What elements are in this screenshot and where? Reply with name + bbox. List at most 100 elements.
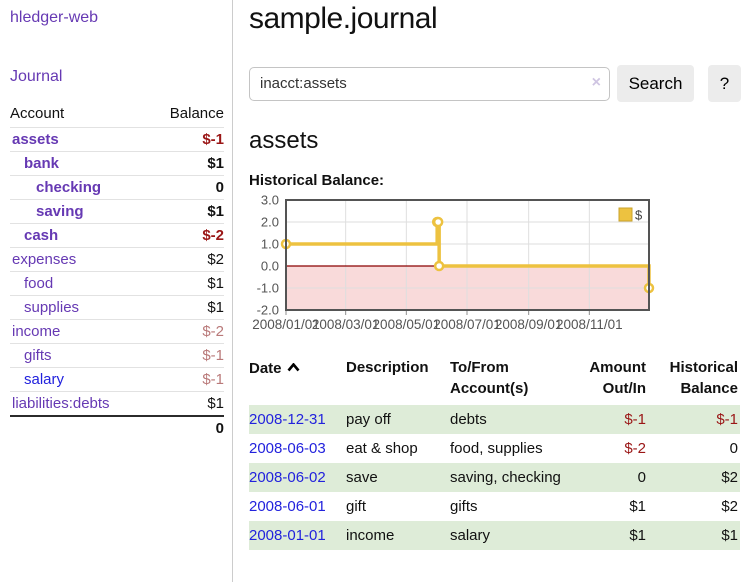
accounts-header-balance: Balance [169, 105, 224, 122]
transaction-accounts: saving, checking [450, 463, 576, 492]
data-point-marker [433, 260, 445, 272]
transaction-balance: $-1 [648, 405, 740, 434]
account-row: supplies $1 [10, 295, 224, 320]
x-tick-label: 2008/03/01 [312, 317, 380, 332]
account-balance: $-2 [148, 319, 224, 344]
transaction-date-link[interactable]: 2008-06-02 [249, 469, 326, 486]
account-row: income $-2 [10, 319, 224, 344]
account-row: food $1 [10, 271, 224, 296]
account-link-liabilities-debts[interactable]: liabilities:debts [12, 395, 110, 412]
account-row: checking 0 [10, 175, 224, 200]
register-row: 2008-06-02 save saving, checking 0 $2 [249, 463, 740, 492]
register-header-tofrom: To/From Account(s) [450, 359, 529, 397]
plot-border [285, 199, 650, 311]
transaction-description: pay off [346, 405, 450, 434]
transaction-balance: $2 [721, 498, 738, 515]
account-balance: $-1 [148, 127, 224, 152]
register-row: 2008-06-01 gift gifts $1 $2 [249, 492, 740, 521]
transaction-accounts: salary [450, 521, 576, 550]
historical-balance-chart: 3.0 2.0 1.0 0.0 -1.0 -2.0 2008/01/01 2008/03/01… [249, 194, 741, 340]
chart-title: Historical Balance: [249, 172, 385, 189]
transaction-date-link[interactable]: 2008-01-01 [249, 527, 326, 544]
transaction-accounts: gifts [450, 498, 478, 515]
y-tick-label: 0.0 [261, 259, 279, 274]
sidebar-nav: Journal [10, 68, 224, 86]
x-tick-label: 2008/11/01 [556, 317, 623, 332]
account-row: gifts $-1 [10, 343, 224, 368]
sidebar-item-journal[interactable]: Journal [10, 68, 63, 85]
clear-search-icon[interactable]: × [591, 73, 601, 91]
account-balance: $-2 [148, 223, 224, 248]
transaction-balance: $1 [648, 521, 740, 550]
search-input-wrap: × [249, 66, 610, 101]
transaction-accounts: debts [450, 405, 576, 434]
legend-swatch [618, 207, 633, 222]
account-heading: assets [249, 127, 319, 154]
account-link-income[interactable]: income [12, 323, 61, 340]
account-balance: $1 [148, 391, 224, 416]
register-header-row: Date Description To/From Account(s) Amou… [249, 355, 740, 405]
transaction-balance: 0 [729, 440, 738, 457]
account-link-cash[interactable]: cash [24, 227, 59, 244]
account-link-food[interactable]: food [24, 275, 54, 292]
account-balance: $-1 [148, 343, 224, 368]
transaction-date-link[interactable]: 2008-06-03 [249, 440, 326, 457]
account-link-saving[interactable]: saving [36, 203, 84, 220]
account-link-expenses[interactable]: expenses [12, 251, 77, 268]
account-link-bank[interactable]: bank [24, 155, 60, 172]
register-header-balance: Historical Balance [669, 359, 738, 397]
y-tick-label: 1.0 [261, 237, 279, 252]
register-header-date[interactable]: Date [249, 355, 346, 405]
accounts-header-row: Account Balance [10, 101, 224, 128]
main-content: sample.journal × Search ? assets Histori… [233, 0, 742, 582]
account-row: liabilities:debts $1 [10, 391, 224, 416]
x-tick-label: 2008/01/01 [252, 317, 320, 332]
transaction-amount: $-2 [624, 440, 646, 457]
transaction-amount: $1 [576, 521, 648, 550]
account-row: saving $1 [10, 199, 224, 224]
transaction-amount: $-1 [576, 405, 648, 434]
account-balance: $-1 [148, 367, 224, 392]
date-header-label: Date [249, 360, 282, 377]
x-tick-label: 2008/05/01 [373, 317, 441, 332]
y-tick-label: 2.0 [261, 215, 279, 230]
account-link-salary[interactable]: salary [24, 371, 65, 388]
account-row: cash $-2 [10, 223, 224, 248]
account-balance: $1 [148, 151, 224, 176]
account-row: assets $-1 [10, 127, 224, 152]
account-balance: $2 [148, 247, 224, 272]
accounts-header-account: Account [10, 105, 65, 122]
account-row: expenses $2 [10, 247, 224, 272]
search-form: × Search ? [249, 65, 741, 102]
transaction-accounts: food, supplies [450, 440, 543, 457]
sidebar: hledger-web Journal Account Balance asse… [0, 0, 233, 582]
page-title: sample.journal [249, 2, 438, 35]
transaction-date-link[interactable]: 2008-06-01 [249, 498, 326, 515]
transaction-amount: $1 [629, 498, 646, 515]
account-link-checking[interactable]: checking [36, 179, 102, 196]
x-tick-label: 2008/07/01 [433, 317, 501, 332]
transaction-date-link[interactable]: 2008-12-31 [249, 411, 326, 428]
register-row: 2008-01-01 income salary $1 $1 [249, 521, 740, 550]
accounts-total-balance: 0 [148, 415, 224, 440]
accounts-total-row: 0 [10, 415, 224, 440]
account-row: salary $-1 [10, 367, 224, 392]
y-tick-label: -1.0 [257, 281, 279, 296]
account-link-supplies[interactable]: supplies [24, 299, 80, 316]
brand-link[interactable]: hledger-web [10, 9, 99, 26]
transaction-description: gift [346, 498, 367, 515]
search-input[interactable] [249, 66, 610, 101]
sort-ascending-icon [287, 357, 300, 378]
register-row: 2008-06-03 eat & shop food, supplies $-2… [249, 434, 740, 463]
account-balance: $1 [148, 295, 224, 320]
transaction-balance: $2 [648, 463, 740, 492]
account-balance: $1 [148, 271, 224, 296]
transaction-description: income [346, 521, 450, 550]
search-button[interactable]: Search [617, 65, 694, 102]
account-link-assets[interactable]: assets [12, 131, 59, 148]
account-link-gifts[interactable]: gifts [24, 347, 52, 364]
register-header-description: Description [346, 359, 429, 376]
accounts-table: Account Balance assets $-1 bank $1 check… [10, 101, 224, 440]
help-button[interactable]: ? [708, 65, 741, 102]
